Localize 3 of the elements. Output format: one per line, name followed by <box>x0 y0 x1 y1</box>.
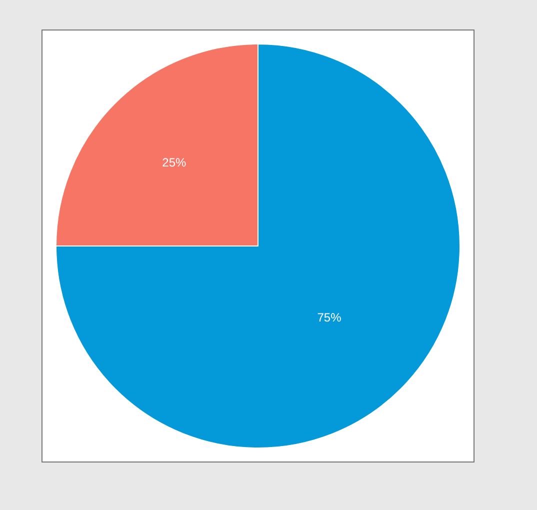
pie-slice <box>56 44 460 448</box>
data-label: 75% <box>317 310 342 324</box>
data-label: 25% <box>162 155 187 170</box>
